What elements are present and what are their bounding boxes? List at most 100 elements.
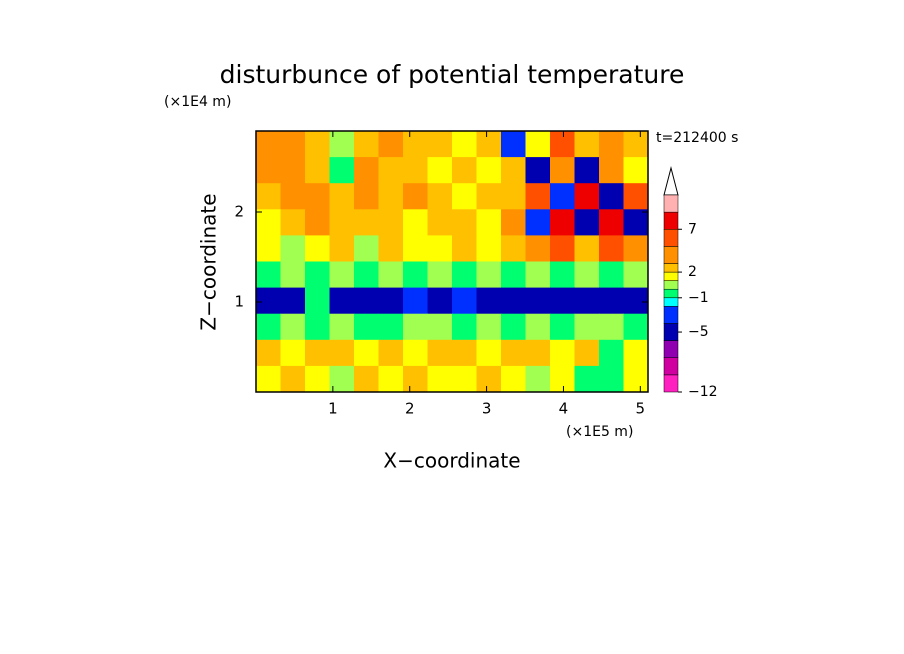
field-cell [329,235,355,262]
field-cell [623,365,649,393]
field-cell [403,365,428,393]
field-cell [501,209,526,236]
field-cell [256,365,281,393]
field-cell [501,235,526,262]
field-cell [305,131,330,158]
field-cell [525,313,551,341]
field-cell [550,131,575,158]
field-cell [574,209,600,236]
field-cell [354,313,379,341]
colorbar-box [663,263,679,273]
field-cell [305,261,330,289]
field-cell [378,287,404,315]
field-cell [329,313,355,341]
field-cell [256,287,281,315]
field-cell [354,131,379,158]
field-cell [574,339,600,367]
colorbar-box [663,229,679,247]
field-cell [256,313,281,341]
field-cell [378,183,404,210]
field-cell [452,365,477,393]
field-cell [403,339,428,367]
field-cell [427,261,453,289]
colorbar-box [663,297,679,307]
field-cell [501,261,526,289]
field-cell [476,365,502,393]
x-tick-label: 3 [482,400,492,418]
colorbar-tick-label: 2 [688,264,697,280]
field-cell [525,131,551,158]
x-tick-label: 4 [559,400,569,418]
x-tick-label: 5 [636,400,646,418]
field-cell [378,313,404,341]
field-cell [599,131,624,158]
colorbar-box [663,288,679,299]
field-cell [354,157,379,184]
field-cell [305,209,330,236]
field-cell [280,287,306,315]
field-cell [452,261,477,289]
field-cell [599,235,624,262]
field-cell [501,157,526,184]
field-cell [452,157,477,184]
colorbar-extend [663,166,679,196]
field-cell [525,287,551,315]
field-cell [623,131,649,158]
field-cell [280,235,306,262]
field-cell [329,287,355,315]
field-cell [599,183,624,210]
field-cell [354,339,379,367]
field-cell [256,209,281,236]
field-cell [403,313,428,341]
field-cell [623,157,649,184]
field-cell [354,261,379,289]
field-cell [305,313,330,341]
field-cell [623,235,649,262]
field-cell [623,339,649,367]
field-cell [329,339,355,367]
field-cell [574,287,600,315]
field-cell [329,261,355,289]
field-cell [354,209,379,236]
y-unit: (×1E4 m) [164,94,231,110]
field-cell [305,287,330,315]
field-cell [574,183,600,210]
field-cell [525,183,551,210]
field-cell [354,183,379,210]
colorbar-tick-label: −5 [688,324,709,340]
colorbar-box [663,374,679,393]
field-cell [476,261,502,289]
field-cell [354,287,379,315]
field-cell [525,365,551,393]
field-cell [550,235,575,262]
field-cell [280,365,306,393]
field-cell [476,131,502,158]
field-cell [256,157,281,184]
colorbar-box [663,323,679,341]
field-cell [550,339,575,367]
x-tick-label: 1 [328,400,338,418]
field-cell [427,131,453,158]
field-cell [256,131,281,158]
field-cell [256,235,281,262]
colorbar-tick-label: −1 [688,290,709,306]
field-cell [550,157,575,184]
field-cell [476,339,502,367]
field-cell [574,313,600,341]
field-cell [256,183,281,210]
x-axis-label: X−coordinate [383,449,520,473]
colorbar-box [663,280,679,290]
field-cell [427,365,453,393]
field-cell [452,131,477,158]
field-cell [280,313,306,341]
field-cell [574,235,600,262]
field-cell [427,235,453,262]
field-cell [427,313,453,341]
field-cell [550,365,575,393]
field-cell [623,313,649,341]
field-cell [574,157,600,184]
field-cell [305,235,330,262]
field-cell [623,209,649,236]
field-cell [501,339,526,367]
